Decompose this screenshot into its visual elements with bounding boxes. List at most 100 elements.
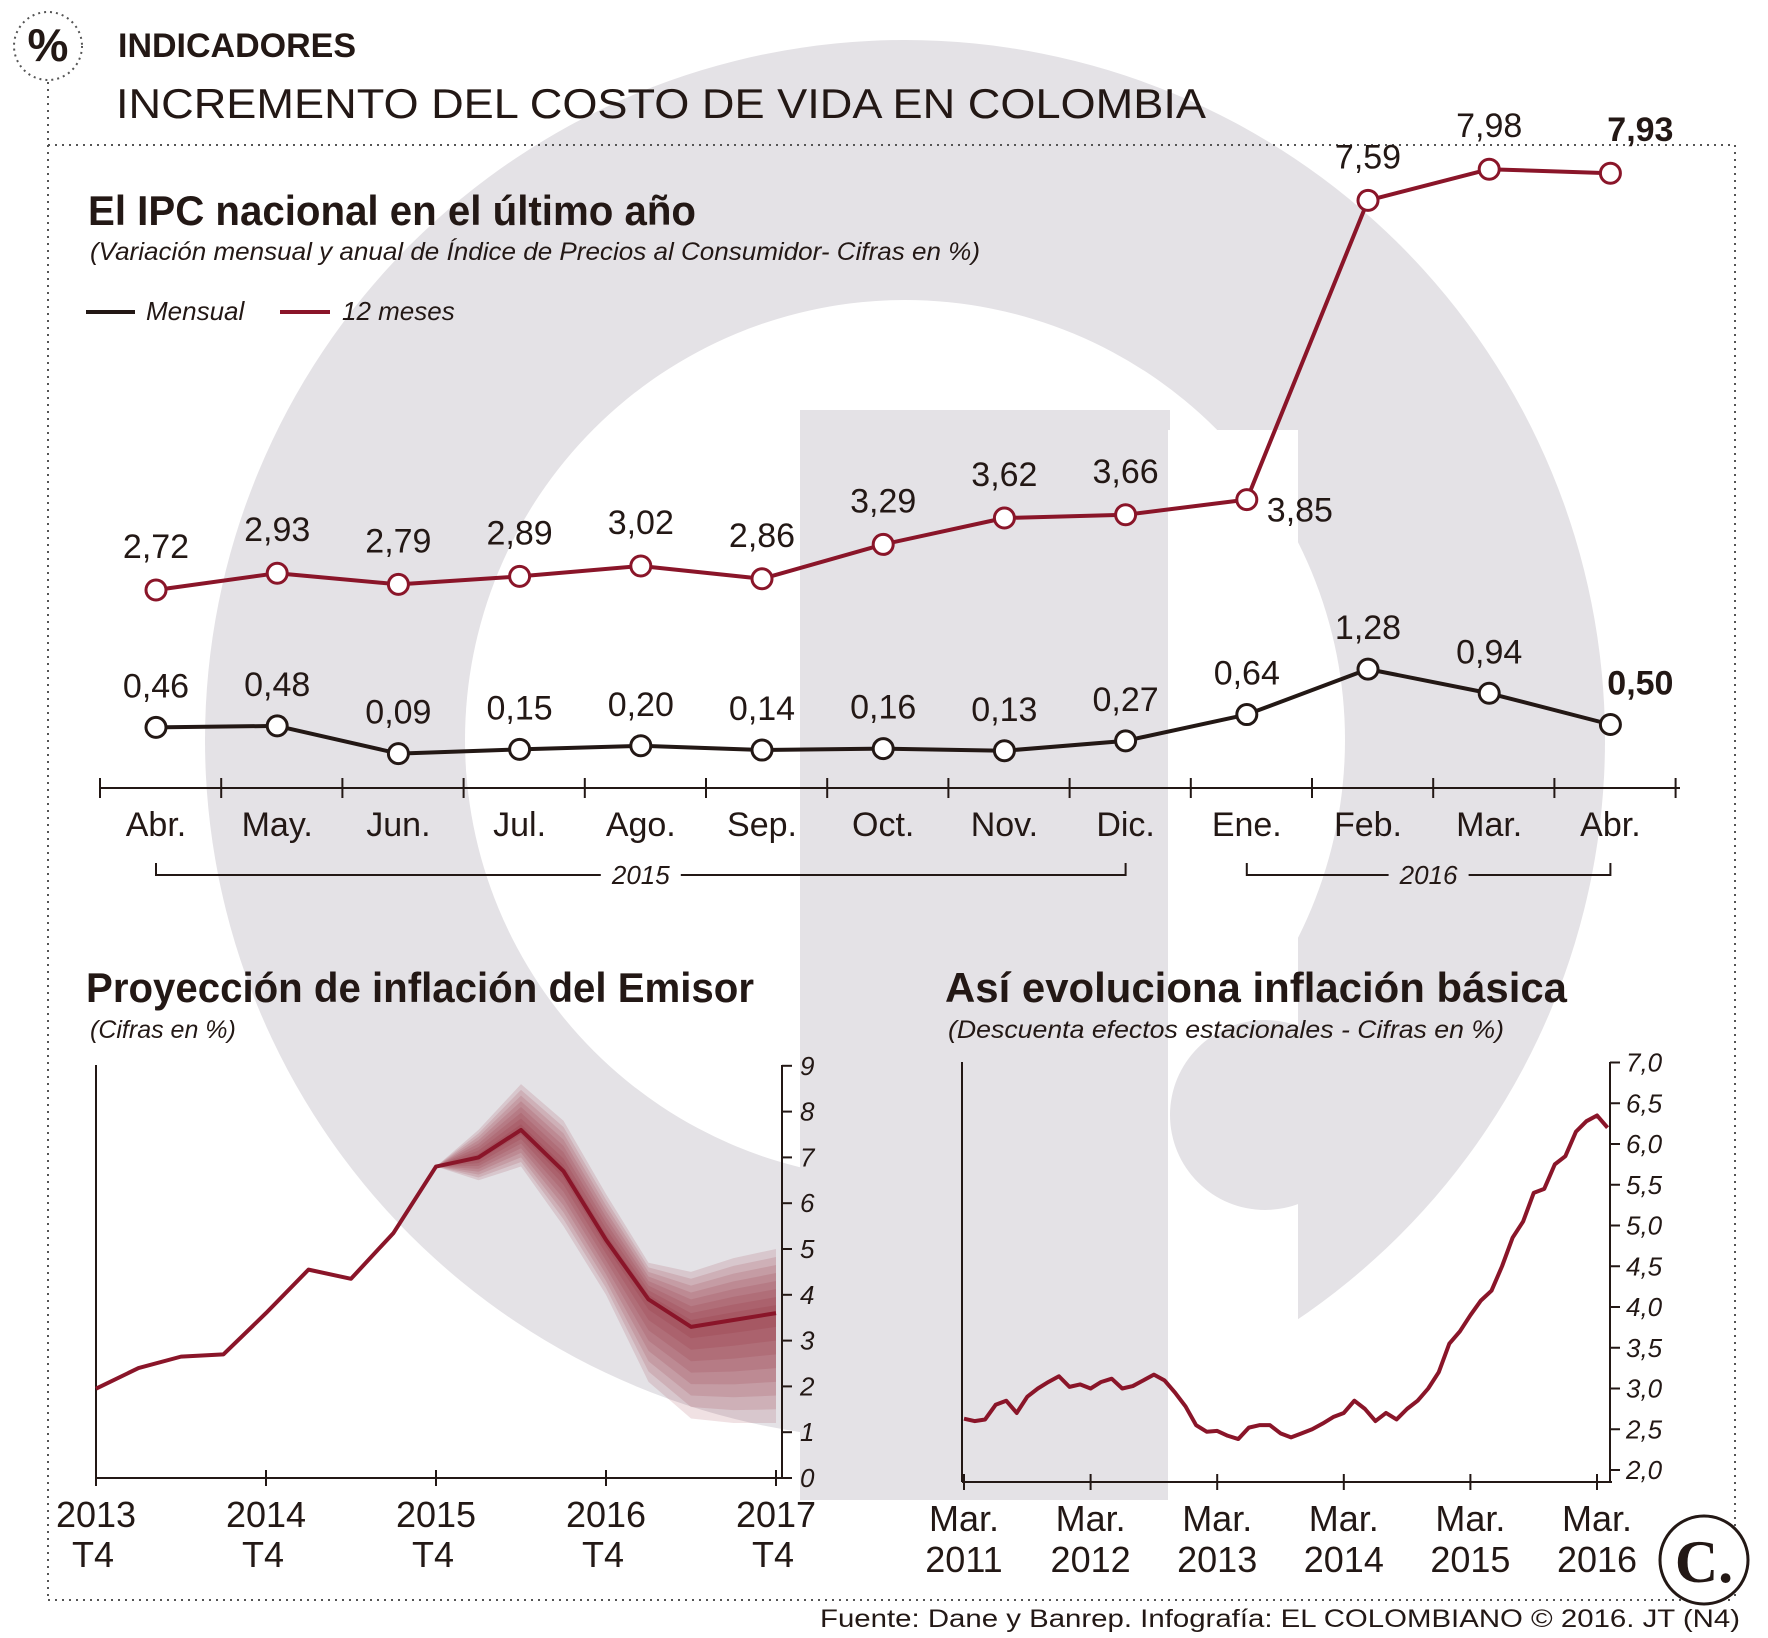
ipc-chart: El IPC nacional en el último año (Variac…	[86, 107, 1680, 890]
basic-x-year: 2014	[1304, 1539, 1384, 1580]
ipc-x-label: Oct.	[852, 806, 914, 844]
ipc-x-label: Nov.	[971, 806, 1038, 844]
twelve-month-data-label: 2,86	[729, 517, 795, 555]
basic-inflation-chart: Así evoluciona inflación básica (Descuen…	[925, 964, 1662, 1580]
mensual-point	[1235, 703, 1259, 727]
ipc-year-label: 2015	[611, 860, 670, 890]
projection-y-label: 5	[800, 1234, 815, 1264]
mensual-point	[629, 734, 653, 758]
projection-fan-band	[436, 1084, 776, 1424]
projection-x-year: 2014	[226, 1494, 306, 1535]
basic-y-label: 5,5	[1626, 1170, 1663, 1200]
twelve-month-point	[1477, 157, 1501, 181]
mensual-data-label: 0,48	[244, 666, 310, 704]
basic-y-ticks: 2,0 2,5 3,0 3,5 4,0 4,5 5,0 5,5 6,0 6,5 7,0	[1610, 1048, 1663, 1485]
projection-y-label: 9	[800, 1051, 814, 1081]
mensual-data-label: 0,94	[1456, 633, 1522, 671]
projection-y-label: 3	[800, 1326, 815, 1356]
twelve-month-data-label: 7,59	[1335, 138, 1401, 176]
projection-y-label: 1	[800, 1417, 814, 1447]
projection-y-label: 2	[799, 1371, 815, 1401]
ipc-data-points	[144, 157, 1622, 766]
mensual-point	[750, 738, 774, 762]
mensual-point	[1598, 713, 1622, 736]
twelve-month-point	[1235, 488, 1259, 512]
ipc-x-label: Jun.	[366, 806, 430, 844]
basic-y-label: 4,5	[1626, 1251, 1663, 1281]
projection-y-label: 7	[800, 1142, 816, 1172]
dotted-frame	[47, 82, 1736, 1601]
ipc-year-bracket	[155, 863, 1127, 876]
page-title: INCREMENTO DEL COSTO DE VIDA EN COLOMBIA	[116, 80, 1206, 127]
ipc-year-brackets: 2015 2016	[155, 860, 1612, 890]
header: % INDICADORES INCREMENTO DEL COSTO DE VI…	[13, 11, 1206, 127]
basic-y-label: 2,0	[1625, 1455, 1663, 1485]
mensual-data-label: 0,13	[971, 691, 1037, 729]
basic-x-year: 2016	[1557, 1539, 1637, 1580]
twelve-month-data-label: 2,93	[244, 511, 310, 549]
projection-x-quarter: T4	[242, 1534, 284, 1575]
ipc-legend: Mensual 12 meses	[86, 296, 455, 326]
basic-x-month: Mar.	[929, 1498, 999, 1539]
mensual-data-label: 0,09	[365, 694, 431, 732]
twelve-month-point	[871, 532, 895, 556]
mensual-data-label: 0,15	[487, 689, 553, 727]
mensual-point	[508, 737, 532, 761]
ipc-x-label: Jul.	[493, 806, 546, 844]
mensual-point	[1114, 729, 1138, 753]
twelve-month-data-label: 3,66	[1093, 453, 1159, 491]
basic-y-label: 5,0	[1626, 1211, 1663, 1241]
twelve-month-point	[1598, 161, 1622, 185]
ipc-year-label: 2016	[1399, 860, 1458, 890]
basic-x-month: Mar.	[1562, 1498, 1632, 1539]
twelve-month-point	[1114, 503, 1138, 527]
ipc-subtitle: (Variación mensual y anual de Índice de …	[90, 237, 980, 266]
percent-icon-ring	[13, 11, 83, 81]
twelve-month-point	[750, 567, 774, 591]
projection-y-label: 4	[800, 1280, 814, 1310]
brand-logo-letter: C.	[1675, 1529, 1733, 1595]
twelve-month-data-label: 2,89	[487, 514, 553, 552]
basic-y-label: 4,0	[1626, 1292, 1663, 1322]
mensual-point	[992, 739, 1016, 763]
projection-x-quarter: T4	[412, 1534, 454, 1575]
projection-title: Proyección de inflación del Emisor	[86, 964, 754, 1011]
mensual-data-label: 1,28	[1335, 609, 1401, 647]
basic-x-ticks: Mar.2011Mar.2012Mar.2013Mar.2014Mar.2015…	[925, 1474, 1637, 1580]
source-credit: Fuente: Dane y Banrep. Infografía: EL CO…	[820, 1605, 1740, 1633]
projection-line	[95, 1127, 777, 1391]
ipc-data-labels: 0,46 0,48 0,09 0,15 0,20 0,14 0,16 0,13 0,27 0,64…	[123, 107, 1674, 731]
watermark-dot	[1170, 1020, 1360, 1210]
basic-y-label: 6,0	[1626, 1129, 1663, 1159]
twelve-month-data-label: 2,72	[123, 528, 189, 566]
basic-x-year: 2015	[1430, 1539, 1510, 1580]
ipc-x-label: Feb.	[1334, 806, 1402, 844]
projection-fan-band	[436, 1118, 776, 1350]
twelve-month-data-label: 7,98	[1456, 107, 1522, 145]
ipc-x-label: Abr.	[126, 806, 186, 844]
ipc-x-label: Sep.	[727, 806, 797, 844]
basic-y-label: 2,5	[1625, 1414, 1663, 1444]
footer: C. Fuente: Dane y Banrep. Infografía: EL…	[820, 1514, 1750, 1633]
mensual-point	[871, 737, 895, 761]
twelve-month-point	[629, 554, 653, 578]
basic-x-year: 2012	[1051, 1539, 1131, 1580]
projection-fan-band	[436, 1089, 776, 1411]
ipc-x-ticks	[99, 778, 1677, 798]
mensual-data-label: 0,27	[1093, 681, 1159, 719]
twelve-month-data-label: 3,02	[608, 504, 674, 542]
projection-x-year: 2015	[396, 1494, 476, 1535]
basic-subtitle: (Descuenta efectos estacionales - Cifras…	[948, 1016, 1504, 1044]
ipc-x-label: Ago.	[606, 806, 676, 844]
twelve-month-point	[386, 572, 410, 596]
twelve-month-data-label: 3,29	[850, 482, 916, 520]
basic-x-month: Mar.	[1182, 1498, 1252, 1539]
twelve-month-point	[508, 564, 532, 588]
projection-x-quarter: T4	[582, 1534, 624, 1575]
projection-y-label: 8	[800, 1097, 815, 1127]
mensual-point	[144, 715, 168, 739]
watermark-gap	[1168, 430, 1298, 1500]
twelve-month-data-label: 3,62	[971, 456, 1037, 494]
basic-y-label: 6,5	[1626, 1088, 1663, 1118]
